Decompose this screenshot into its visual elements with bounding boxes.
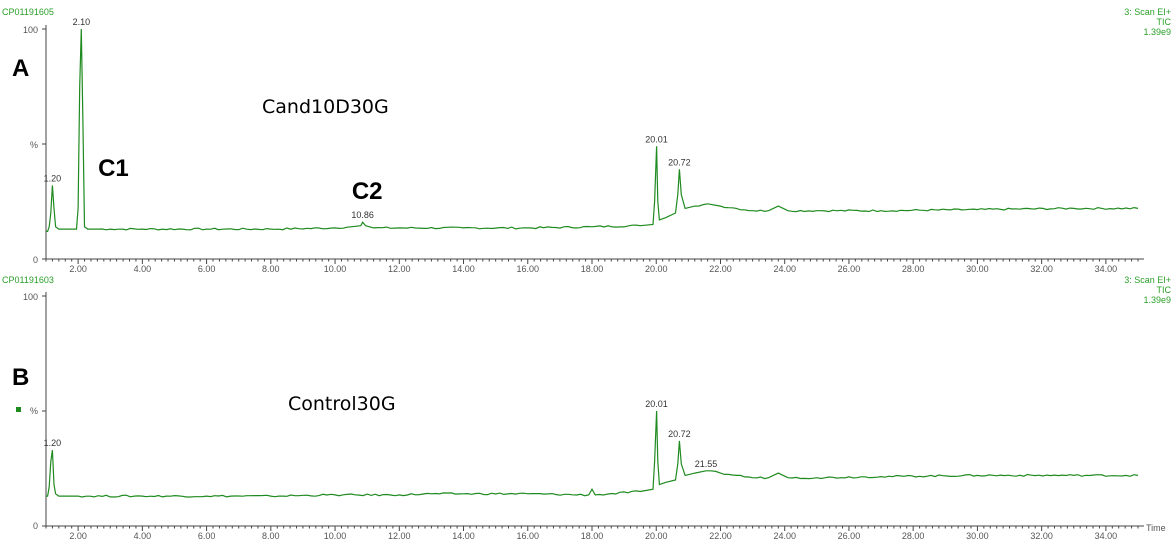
- header-right-line-1: 3: Scan EI+: [1124, 275, 1171, 285]
- header-left: CP01191605: [2, 7, 54, 17]
- peak-label: 20.01: [645, 399, 668, 409]
- x-tick-label: 30.00: [966, 531, 989, 541]
- sample-label: Control30G: [288, 393, 396, 415]
- x-tick-label: 24.00: [773, 264, 796, 274]
- x-tick-label: 14.00: [452, 531, 475, 541]
- x-tick-label: 6.00: [198, 531, 216, 541]
- peak-label: 10.86: [351, 210, 374, 220]
- y-tick-label-100: 100: [23, 25, 38, 35]
- x-tick-label: 22.00: [709, 531, 732, 541]
- x-tick-label: 16.00: [516, 264, 539, 274]
- x-tick-label: 10.00: [324, 531, 347, 541]
- x-tick-label: 26.00: [838, 264, 861, 274]
- compound-annotation: C1: [98, 155, 129, 182]
- x-tick-label: 12.00: [388, 264, 411, 274]
- header-right-line-1: 3: Scan EI+: [1124, 7, 1171, 17]
- y-tick-label-100: 100: [23, 292, 38, 302]
- x-tick-label: 18.00: [581, 531, 604, 541]
- tic-trace: [46, 410, 1139, 498]
- x-tick-label: 14.00: [452, 264, 475, 274]
- x-tick-label: 28.00: [902, 531, 925, 541]
- panel-letter: A: [12, 55, 29, 82]
- header-right-line-3: 1.39e9: [1143, 295, 1171, 305]
- header-right-line-2: TIC: [1157, 17, 1172, 27]
- header-right-line-3: 1.39e9: [1143, 27, 1171, 37]
- peak-label: 2.10: [73, 17, 91, 27]
- panel-letter: B: [12, 364, 29, 391]
- x-tick-label: 26.00: [838, 531, 861, 541]
- x-tick-label: 32.00: [1030, 264, 1053, 274]
- x-tick-label: 34.00: [1095, 264, 1118, 274]
- x-tick-label: 6.00: [198, 264, 216, 274]
- peak-label: 20.01: [645, 134, 668, 144]
- x-tick-label: 4.00: [134, 531, 152, 541]
- x-tick-label: 24.00: [773, 531, 796, 541]
- x-tick-label: 2.00: [69, 264, 87, 274]
- x-tick-label: 30.00: [966, 264, 989, 274]
- x-tick-label: 12.00: [388, 531, 411, 541]
- x-tick-label: 2.00: [69, 531, 87, 541]
- chromatogram-panel-a: CP01191605 3: Scan EI+ TIC 1.39e9 A Cand…: [2, 7, 1171, 274]
- y-tick-label-0: 0: [33, 521, 38, 531]
- peak-label: 21.55: [695, 459, 718, 469]
- legend-marker: [16, 407, 21, 412]
- y-tick-label-percent: %: [30, 406, 38, 416]
- x-tick-label: 18.00: [581, 264, 604, 274]
- peak-label: 20.72: [668, 429, 691, 439]
- x-tick-label: 20.00: [645, 531, 668, 541]
- x-tick-label: 32.00: [1030, 531, 1053, 541]
- compound-annotation: C2: [352, 178, 383, 205]
- x-tick-label: 20.00: [645, 264, 668, 274]
- x-tick-label: 10.00: [324, 264, 347, 274]
- x-tick-label: 4.00: [134, 264, 152, 274]
- x-tick-label: 8.00: [262, 264, 280, 274]
- peak-label: 20.72: [668, 157, 691, 167]
- tic-trace: [46, 28, 1139, 232]
- peak-label: 1.20: [44, 173, 62, 183]
- header-left: CP01191603: [2, 275, 54, 285]
- header-right-line-2: TIC: [1157, 285, 1172, 295]
- chromatogram-panel-b: CP01191603 3: Scan EI+ TIC 1.39e9 B Cont…: [2, 275, 1171, 541]
- peak-label: 1.20: [44, 438, 62, 448]
- x-tick-label: 34.00: [1095, 531, 1118, 541]
- y-tick-label-0: 0: [33, 255, 38, 265]
- x-tick-label: 22.00: [709, 264, 732, 274]
- sample-label: Cand10D30G: [262, 96, 389, 118]
- x-tick-label: 28.00: [902, 264, 925, 274]
- x-axis-label: Time: [1146, 523, 1166, 533]
- x-tick-label: 16.00: [516, 531, 539, 541]
- x-tick-label: 8.00: [262, 531, 280, 541]
- y-tick-label-percent: %: [30, 140, 38, 150]
